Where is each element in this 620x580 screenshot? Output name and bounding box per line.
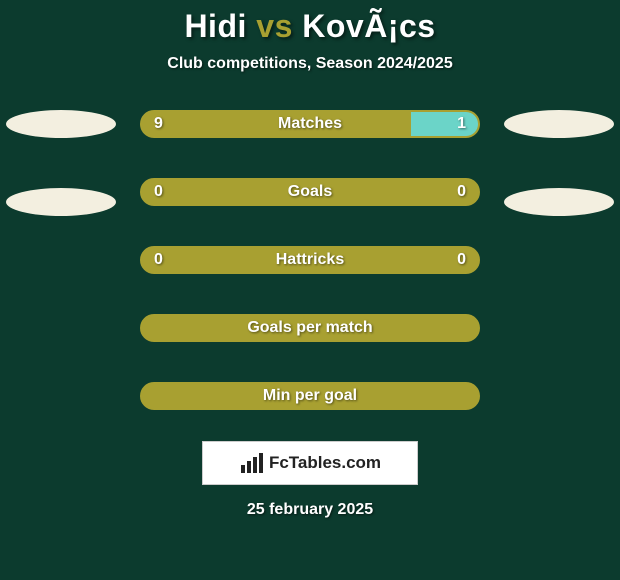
stat-row: 00Hattricks — [0, 237, 620, 283]
stat-bar: 00Hattricks — [140, 246, 480, 274]
bar-center: 91Matches — [124, 110, 496, 138]
bar-fill-left — [142, 384, 478, 408]
page-title: Hidi vs KovÃ¡cs — [0, 8, 620, 45]
stat-row: Min per goal — [0, 373, 620, 419]
bar-fill-right — [411, 112, 478, 136]
logo-text: FcTables.com — [269, 453, 381, 473]
player-badge-left — [6, 188, 116, 216]
title-player-right: KovÃ¡cs — [302, 8, 435, 44]
subtitle: Club competitions, Season 2024/2025 — [0, 55, 620, 73]
chart-icon — [239, 451, 265, 475]
logo-box: FcTables.com — [202, 441, 418, 485]
stat-bar: Goals per match — [140, 314, 480, 342]
stat-bar: Min per goal — [140, 382, 480, 410]
bar-fill-left — [142, 112, 411, 136]
bar-center: 00Hattricks — [124, 246, 496, 274]
stat-bar: 00Goals — [140, 178, 480, 206]
player-badge-left — [6, 110, 116, 138]
bar-fill-left — [142, 316, 478, 340]
date-text: 25 february 2025 — [0, 501, 620, 519]
infographic-container: Hidi vs KovÃ¡cs Club competitions, Seaso… — [0, 0, 620, 519]
title-player-left: Hidi — [184, 8, 246, 44]
player-badge-right — [504, 110, 614, 138]
player-badge-right — [504, 188, 614, 216]
bar-center: Goals per match — [124, 314, 496, 342]
title-vs: vs — [256, 8, 293, 44]
bar-fill-left — [142, 180, 478, 204]
bar-center: Min per goal — [124, 382, 496, 410]
stats-area: 91Matches 00Goals 00Hattricks Goals per mat… — [0, 101, 620, 419]
stat-bar: 91Matches — [140, 110, 480, 138]
bar-fill-left — [142, 248, 478, 272]
stat-row: Goals per match — [0, 305, 620, 351]
stat-row: 00Goals — [0, 169, 620, 215]
stat-row: 91Matches — [0, 101, 620, 147]
bar-center: 00Goals — [124, 178, 496, 206]
